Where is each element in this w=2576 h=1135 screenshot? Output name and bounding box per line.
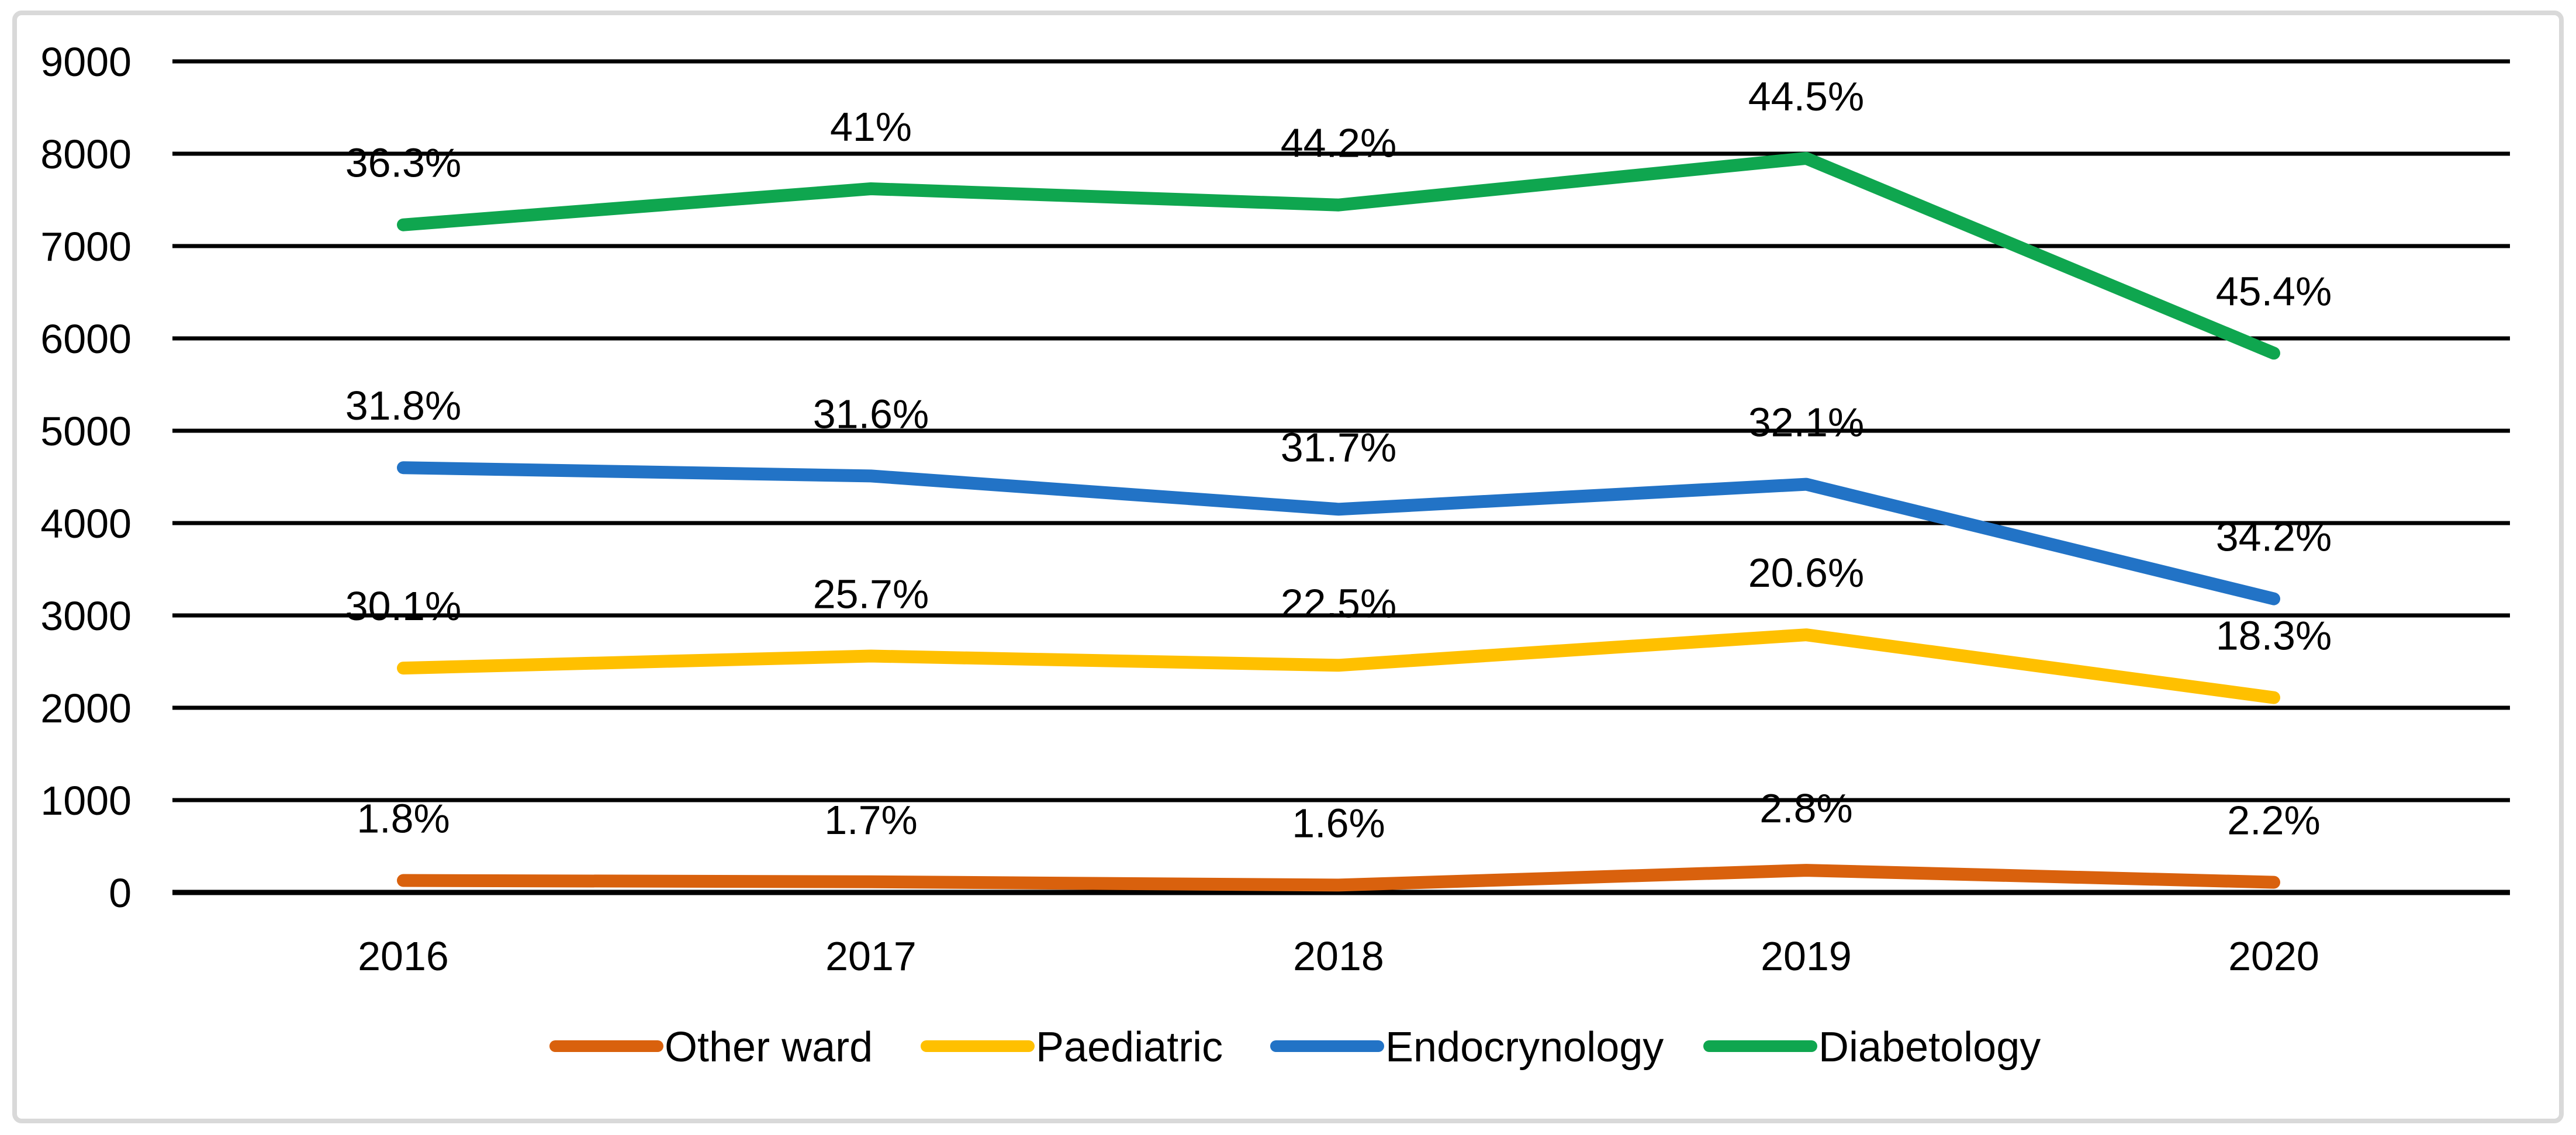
x-tick-label-2020: 2020	[2228, 933, 2319, 979]
legend-label-diabetology: Diabetology	[1818, 1024, 2041, 1071]
y-tick-label-7000: 7000	[40, 224, 132, 269]
legend-label-endocrynology: Endocrynology	[1385, 1024, 1664, 1071]
y-tick-label-3000: 3000	[40, 593, 132, 639]
y-tick-label-4000: 4000	[40, 501, 132, 546]
data-label-other-ward-2020: 2.2%	[2227, 798, 2321, 843]
y-tick-label-6000: 6000	[40, 316, 132, 362]
x-tick-label-2017: 2017	[825, 933, 917, 979]
data-label-paediatric-2019: 20.6%	[1748, 550, 1864, 596]
series-line-paediatric	[397, 628, 2280, 704]
data-label-diabetology-2017: 41%	[830, 104, 912, 150]
y-axis-tick-labels: 0 1000 2000 3000 4000 5000 6000 7000 8000 9000	[40, 39, 132, 916]
data-label-endocrynology-2017: 31.6%	[813, 391, 929, 437]
data-label-other-ward-2017: 1.7%	[824, 797, 918, 843]
x-tick-label-2018: 2018	[1293, 933, 1384, 979]
data-label-other-ward-2019: 2.8%	[1759, 785, 1853, 831]
series-line-other-ward	[397, 864, 2280, 892]
data-label-endocrynology-2019: 32.1%	[1748, 400, 1864, 445]
legend-item-diabetology: Diabetology	[1703, 1024, 2041, 1071]
x-axis-tick-labels: 2016 2017 2018 2019 2020	[358, 933, 2319, 979]
data-label-endocrynology-2018: 31.7%	[1281, 424, 1396, 470]
frame-border	[12, 11, 2564, 1123]
data-label-other-ward-2018: 1.6%	[1292, 800, 1385, 846]
data-label-endocrynology-2016: 31.8%	[345, 383, 461, 428]
series-line-diabetology	[397, 151, 2280, 360]
data-label-paediatric-2020: 18.3%	[2216, 613, 2332, 659]
data-label-diabetology-2016: 36.3%	[345, 140, 461, 186]
data-label-paediatric-2018: 22.5%	[1281, 580, 1396, 626]
legend-item-other-ward: Other ward	[549, 1024, 873, 1071]
y-tick-label-1000: 1000	[40, 778, 132, 823]
data-point-labels: 1.8% 1.7% 1.6% 2.8% 2.2% 30.1% 25.7% 22.5% 20.6%…	[345, 74, 2332, 846]
data-label-diabetology-2019: 44.5%	[1748, 74, 1864, 119]
series-lines	[397, 151, 2280, 892]
legend-label-other-ward: Other ward	[665, 1024, 873, 1071]
gridlines	[172, 59, 2510, 895]
x-tick-label-2016: 2016	[358, 933, 449, 979]
legend-item-paediatric: Paediatric	[921, 1024, 1223, 1071]
data-label-paediatric-2016: 30.1%	[345, 583, 461, 629]
y-tick-label-8000: 8000	[40, 132, 132, 177]
legend-label-paediatric: Paediatric	[1036, 1024, 1223, 1071]
y-tick-label-5000: 5000	[40, 409, 132, 454]
x-tick-label-2019: 2019	[1761, 933, 1852, 979]
data-label-other-ward-2016: 1.8%	[357, 796, 450, 842]
frame-layer	[12, 11, 2564, 1123]
y-tick-label-2000: 2000	[40, 686, 132, 731]
data-label-paediatric-2017: 25.7%	[813, 572, 929, 617]
data-label-endocrynology-2020: 34.2%	[2216, 514, 2332, 560]
legend: Other ward Paediatric Endocrynology Diabeto…	[549, 1024, 2041, 1071]
y-tick-label-9000: 9000	[40, 39, 132, 85]
y-tick-label-0: 0	[109, 870, 132, 916]
legend-item-endocrynology: Endocrynology	[1270, 1024, 1664, 1071]
data-label-diabetology-2018: 44.2%	[1281, 120, 1396, 166]
data-label-diabetology-2020: 45.4%	[2216, 268, 2332, 314]
series-line-endocrynology	[397, 461, 2280, 605]
